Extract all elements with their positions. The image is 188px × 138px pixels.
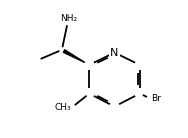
Polygon shape [63,49,85,63]
Text: Br: Br [151,94,161,103]
Text: NH₂: NH₂ [60,14,77,22]
Text: N: N [110,48,119,58]
Text: CH₃: CH₃ [55,103,71,112]
